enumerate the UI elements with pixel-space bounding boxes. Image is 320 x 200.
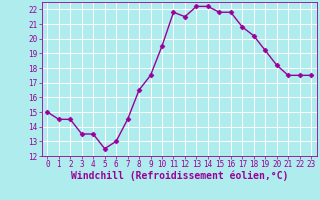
X-axis label: Windchill (Refroidissement éolien,°C): Windchill (Refroidissement éolien,°C) — [70, 171, 288, 181]
